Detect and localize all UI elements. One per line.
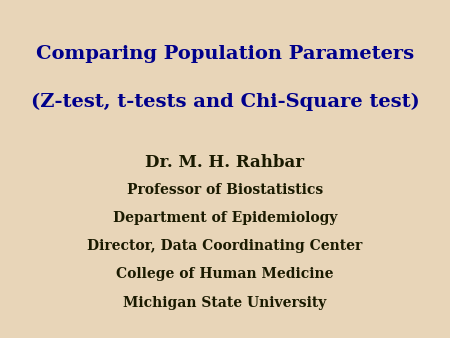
- Text: College of Human Medicine: College of Human Medicine: [116, 267, 334, 282]
- Text: Professor of Biostatistics: Professor of Biostatistics: [127, 183, 323, 197]
- Text: Dr. M. H. Rahbar: Dr. M. H. Rahbar: [145, 154, 305, 171]
- Text: Department of Epidemiology: Department of Epidemiology: [113, 211, 337, 225]
- Text: (Z-test, t-tests and Chi-Square test): (Z-test, t-tests and Chi-Square test): [31, 92, 419, 111]
- Text: Director, Data Coordinating Center: Director, Data Coordinating Center: [87, 239, 363, 254]
- Text: Comparing Population Parameters: Comparing Population Parameters: [36, 45, 414, 63]
- Text: Michigan State University: Michigan State University: [123, 295, 327, 310]
